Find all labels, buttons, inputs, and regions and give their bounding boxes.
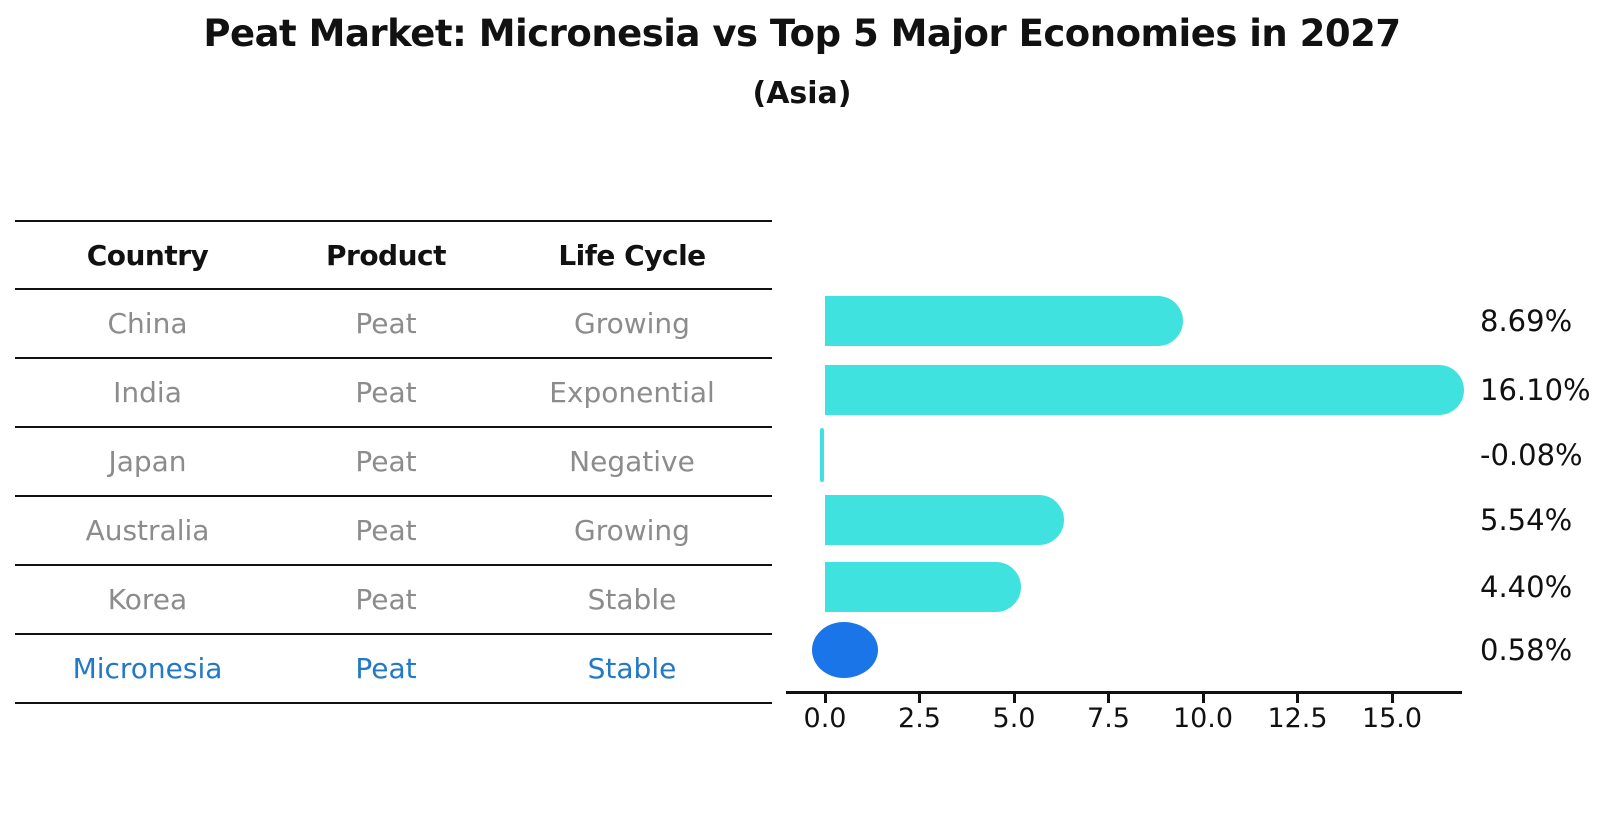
value-label-india: 16.10%: [1480, 373, 1591, 407]
country-cell: Japan: [108, 445, 187, 478]
x-tick: [823, 692, 827, 703]
value-label-australia: 5.54%: [1480, 503, 1573, 537]
x-tick-label: 12.5: [1267, 703, 1328, 734]
value-label-china: 8.69%: [1480, 304, 1573, 338]
lifecycle-cell: Exponential: [549, 376, 715, 409]
chart-subtitle: (Asia): [752, 76, 852, 111]
product-cell: Peat: [355, 514, 417, 547]
x-tick-label: 2.5: [898, 703, 941, 734]
value-label-micronesia: 0.58%: [1480, 633, 1573, 667]
x-tick: [918, 692, 921, 703]
x-tick-label: 5.0: [992, 703, 1036, 734]
country-cell: Korea: [107, 583, 188, 616]
country-cell: India: [113, 376, 182, 409]
product-cell: Peat: [355, 445, 417, 478]
value-label-korea: 4.40%: [1480, 570, 1573, 604]
lifecycle-cell: Negative: [569, 445, 695, 478]
bar-korea: [825, 562, 1022, 612]
x-tick-label: 7.5: [1087, 703, 1130, 734]
x-tick: [1296, 692, 1299, 703]
bar-micronesia: [812, 622, 878, 678]
lifecycle-cell: Stable: [587, 583, 677, 616]
table-row-australia: Australia Peat Growing: [15, 497, 772, 566]
bar-japan: [819, 428, 824, 482]
column-header-product: Product: [325, 238, 447, 272]
product-cell: Peat: [355, 376, 417, 409]
country-cell: Micronesia: [72, 652, 223, 685]
x-axis: [786, 691, 1462, 694]
bar-china: [825, 296, 1184, 346]
x-tick: [1012, 692, 1016, 703]
table-row-japan: Japan Peat Negative: [15, 428, 772, 497]
lifecycle-cell: Stable: [587, 652, 677, 685]
lifecycle-cell: Growing: [574, 514, 690, 547]
bar-india: [825, 365, 1464, 415]
x-tick-label: 0.0: [803, 703, 847, 734]
column-header-country: Country: [86, 238, 209, 272]
lifecycle-cell: Growing: [574, 307, 690, 340]
table-row-india: India Peat Exponential: [15, 359, 772, 428]
x-tick-label: 10.0: [1172, 703, 1234, 734]
data-table: Country Product Life Cycle China Peat Gr…: [15, 220, 772, 704]
table-row-china: China Peat Growing: [15, 290, 772, 359]
page-title: Peat Market: Micronesia vs Top 5 Major E…: [203, 12, 1401, 55]
x-tick: [1107, 692, 1110, 703]
country-cell: China: [107, 307, 188, 340]
product-cell: Peat: [355, 652, 417, 685]
bar-australia: [825, 495, 1065, 545]
table-row-korea: Korea Peat Stable: [15, 566, 772, 635]
x-tick: [1390, 692, 1394, 703]
product-cell: Peat: [355, 583, 417, 616]
table-row-micronesia: Micronesia Peat Stable: [15, 635, 772, 704]
value-label-japan: -0.08%: [1480, 438, 1583, 472]
column-header-lifecycle: Life Cycle: [558, 238, 706, 272]
product-cell: Peat: [355, 307, 417, 340]
x-tick-label: 15.0: [1361, 703, 1423, 734]
x-tick: [1201, 692, 1205, 703]
table-header-row: Country Product Life Cycle: [15, 222, 772, 290]
country-cell: Australia: [85, 514, 210, 547]
